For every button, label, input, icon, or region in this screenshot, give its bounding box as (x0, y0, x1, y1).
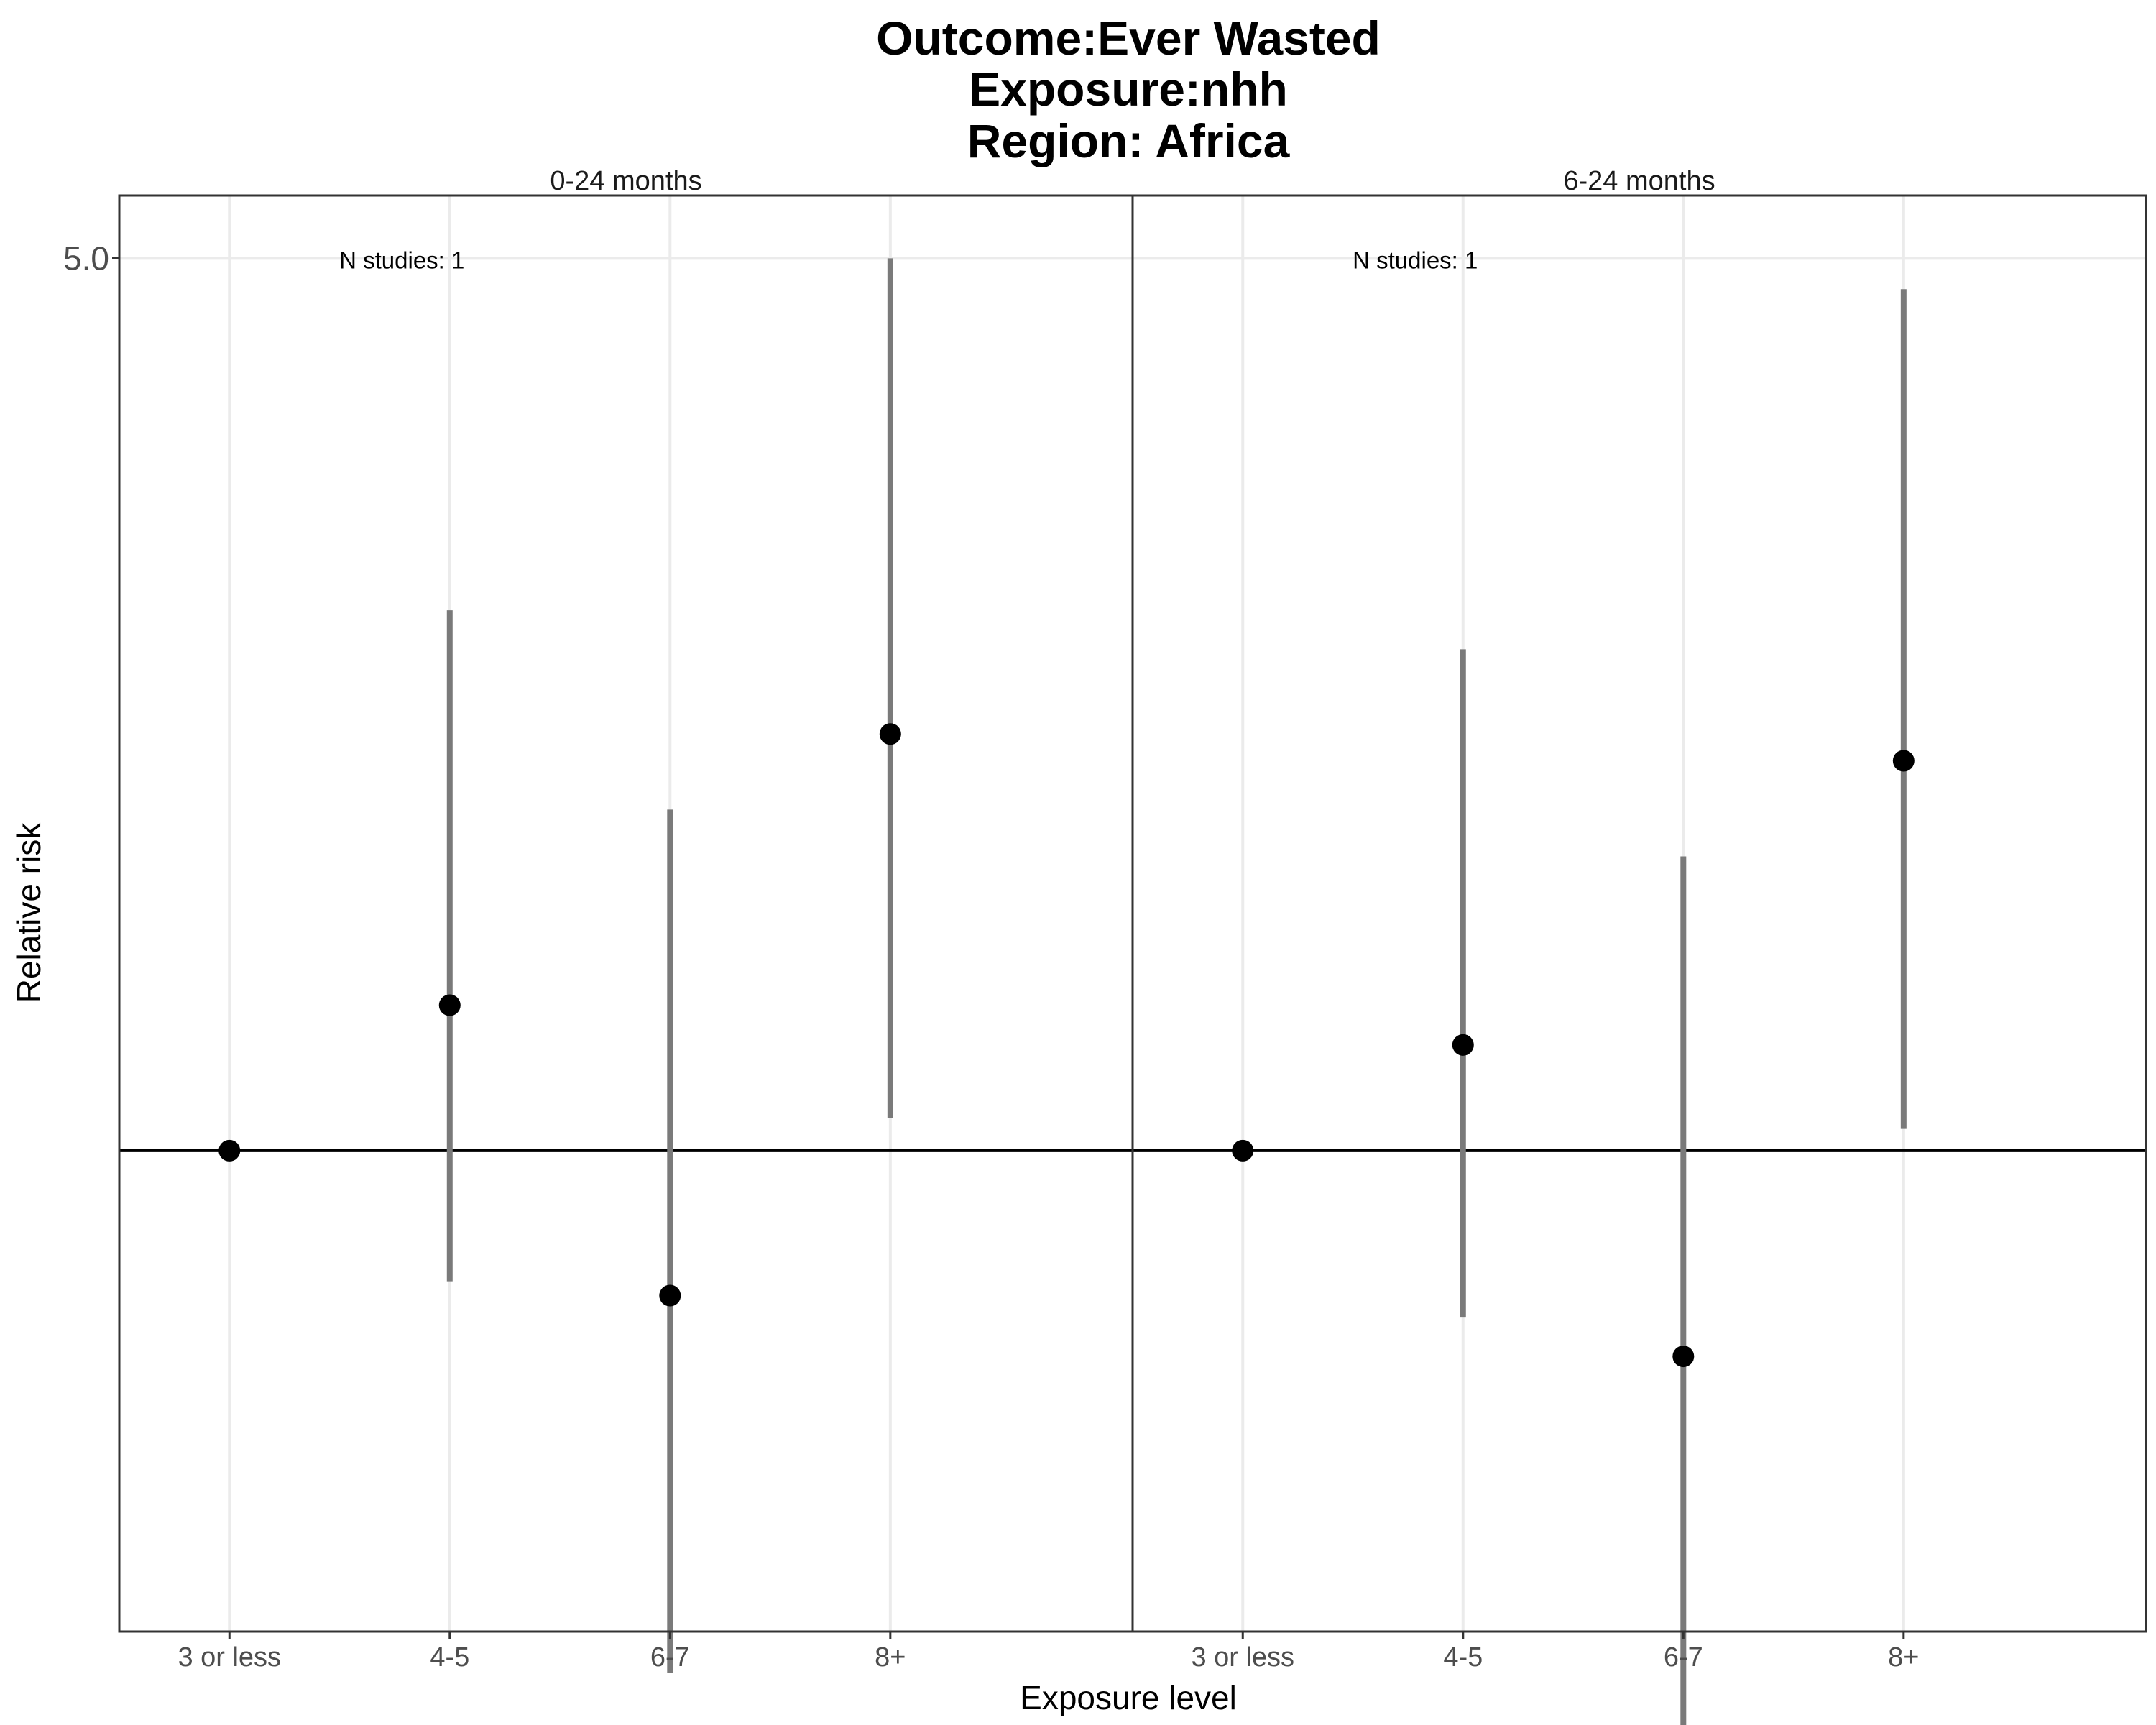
n-studies-annotation: N studies: 1 (339, 247, 464, 273)
data-point (1232, 1139, 1254, 1162)
data-point (1452, 1034, 1474, 1056)
x-tick-label: 6-7 (1664, 1642, 1703, 1673)
x-tick-label: 4-5 (1443, 1642, 1483, 1673)
x-tick-label: 8+ (1888, 1642, 1919, 1673)
panel-1: 0-24 months N studies: 1 3 or less 4-5 6-7 8+ (118, 166, 1134, 1673)
chart-title-line-2: Exposure:nhh (969, 63, 1288, 116)
x-tick-label: 8+ (875, 1642, 906, 1673)
panel-frame (118, 194, 1134, 1633)
chart-title-line-3: Region: Africa (967, 114, 1291, 167)
data-point (1672, 1346, 1695, 1368)
x-tick-label: 4-5 (430, 1642, 469, 1673)
n-studies-annotation: N studies: 1 (1353, 247, 1478, 273)
data-point (438, 994, 461, 1016)
chart-title-line-1: Outcome:Ever Wasted (876, 12, 1381, 65)
panel-2: 6-24 months N studies: 1 3 or less 4-5 6-7 8+ (1131, 166, 2147, 1725)
y-tick-label: 5.0 (63, 239, 109, 277)
data-point (1892, 750, 1915, 772)
panel-frame (1131, 194, 2147, 1633)
x-axis-title: Exposure level (1020, 1679, 1237, 1716)
x-tick-label: 3 or less (178, 1642, 281, 1673)
panel-strip-label: 6-24 months (1563, 166, 1715, 196)
panel-strip-label: 0-24 months (550, 166, 701, 196)
plot-area: 0-24 months N studies: 1 3 or less 4-5 6-7 8+… (63, 166, 2147, 1725)
data-point (659, 1284, 681, 1307)
data-point (218, 1139, 241, 1162)
y-axis-title: Relative risk (10, 822, 47, 1003)
data-point (879, 723, 901, 745)
x-tick-label: 6-7 (650, 1642, 690, 1673)
chart-title: Outcome:Ever Wasted Exposure:nhh Region:… (876, 12, 1381, 167)
x-tick-label: 3 or less (1191, 1642, 1294, 1673)
